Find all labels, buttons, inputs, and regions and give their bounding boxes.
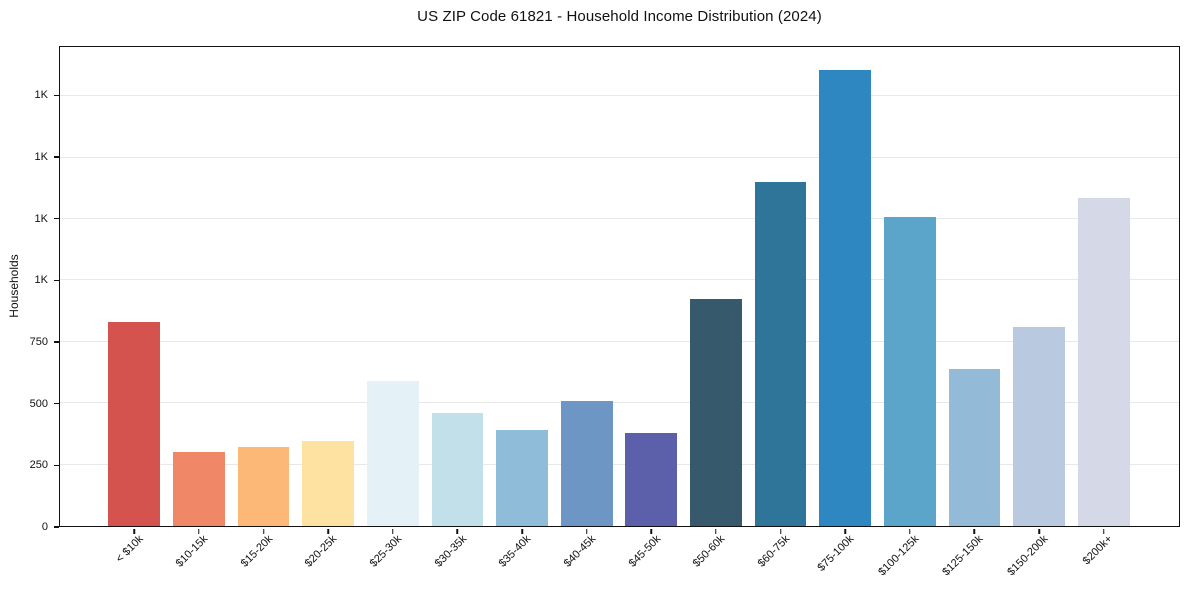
- y-tick-label: 0: [41, 521, 48, 533]
- x-tick-label: $45-50k: [626, 533, 663, 570]
- y-tick-label: 1K: [34, 274, 48, 287]
- x-tick-mark: [392, 528, 394, 534]
- bar-$45-50k: [625, 432, 678, 526]
- bar-slot-< $10k: < $10k: [102, 47, 167, 565]
- bar-$25-30k: [366, 381, 419, 526]
- bar-slot-$25-30k: $25-30k: [361, 47, 426, 570]
- bar-slot-$10-15k: $10-15k: [167, 47, 232, 570]
- y-tick-label: 1K: [34, 212, 48, 225]
- bar-$40-45k: [560, 400, 613, 526]
- bar-$15-20k: [237, 447, 290, 526]
- y-tick-mark: [53, 156, 59, 158]
- bar-slot-$50-60k: $50-60k: [684, 47, 749, 570]
- gridline-1500: [60, 156, 1179, 158]
- x-tick-mark: [650, 528, 653, 534]
- bar-$125-150k: [948, 368, 1001, 526]
- gridline-250: [60, 463, 1179, 465]
- bar-slot-$75-100k: $75-100k: [813, 47, 878, 574]
- x-tick-label: $35-40k: [496, 533, 534, 570]
- chart-title: US ZIP Code 61821 - Household Income Dis…: [417, 8, 822, 25]
- bar-slot-$100-125k: $100-125k: [876, 47, 943, 578]
- bar-slot-$20-25k: $20-25k: [296, 47, 361, 570]
- bar-< $10k: [108, 322, 161, 526]
- y-tick-mark: [53, 464, 59, 467]
- bar-slot-$40-45k: $40-45k: [554, 47, 619, 570]
- y-tick-mark: [53, 402, 59, 405]
- x-tick-mark: [844, 528, 846, 534]
- y-tick-mark: [53, 217, 59, 220]
- bar-slot-$60-75k: $60-75k: [748, 47, 813, 570]
- bar-$50-60k: [690, 298, 742, 526]
- bar-slot-$200k+: $200k+: [1071, 47, 1136, 567]
- x-tick-label: $25-30k: [367, 533, 405, 570]
- y-axis: 0 250 500 750 1K 1K 1K 1K: [0, 46, 59, 533]
- bar-slot-$45-50k: $45-50k: [619, 47, 684, 570]
- x-tick-label: $200k+: [1080, 533, 1116, 568]
- x-tick-label: $50-60k: [690, 533, 728, 570]
- bar-slot-$150-200k: $150-200k: [1005, 47, 1072, 578]
- x-tick-label: $10-15k: [173, 533, 211, 570]
- bar-$150-200k: [1013, 327, 1065, 526]
- x-tick-mark: [973, 528, 976, 534]
- x-tick-label: $40-45k: [561, 533, 599, 570]
- x-tick-label: $150-200k: [1005, 533, 1051, 579]
- x-tick-mark: [1102, 528, 1105, 534]
- x-tick-label: $75-100k: [815, 533, 857, 574]
- x-tick-mark: [1038, 528, 1040, 534]
- x-tick-label: $15-20k: [238, 533, 276, 570]
- x-tick-mark: [521, 528, 523, 534]
- x-tick-mark: [909, 528, 911, 534]
- x-tick-mark: [133, 528, 136, 534]
- gridline-750: [60, 340, 1179, 342]
- gridline-1250: [60, 217, 1179, 219]
- plot-area: < $10k $10-15k $15-20k $20-25k $25-30k $30-35…: [59, 46, 1180, 578]
- y-tick-label: 750: [29, 336, 48, 348]
- bar-$200k+: [1077, 198, 1130, 526]
- bar-$30-35k: [431, 413, 484, 526]
- bars-row: < $10k $10-15k $15-20k $20-25k $25-30k $30-35…: [102, 47, 1136, 578]
- bar-$20-25k: [302, 441, 355, 526]
- y-tick-label: 1K: [34, 151, 48, 163]
- bar-$100-125k: [883, 216, 936, 526]
- x-tick-mark: [715, 528, 717, 534]
- x-tick-label: < $10k: [113, 533, 146, 566]
- x-tick-mark: [262, 528, 265, 534]
- bar-$75-100k: [819, 70, 872, 526]
- x-tick-label: $20-25k: [303, 533, 340, 570]
- x-tick-label: $125-150k: [940, 533, 986, 579]
- gridline-1000: [60, 279, 1179, 281]
- y-tick-mark: [53, 341, 59, 343]
- x-tick-mark: [779, 528, 782, 534]
- y-tick-label: 1K: [34, 89, 48, 102]
- x-tick-label: $100-125k: [876, 533, 922, 579]
- x-tick-label: $60-75k: [755, 533, 793, 570]
- x-tick-mark: [585, 528, 588, 534]
- x-tick-mark: [198, 528, 200, 534]
- bar-slot-$30-35k: $30-35k: [425, 47, 490, 570]
- bar-slot-$35-40k: $35-40k: [490, 47, 555, 570]
- y-tick-label: 500: [29, 397, 48, 410]
- bar-$60-75k: [754, 182, 807, 526]
- y-tick-mark: [53, 526, 59, 528]
- y-tick-mark: [53, 94, 59, 97]
- y-tick-mark: [53, 279, 59, 282]
- x-tick-mark: [456, 528, 459, 534]
- y-tick-label: 250: [29, 459, 48, 472]
- gridline-500: [60, 402, 1179, 404]
- bar-$10-15k: [173, 452, 225, 526]
- bar-$35-40k: [496, 430, 548, 526]
- bar-slot-$125-150k: $125-150k: [941, 47, 1007, 578]
- gridline-1750: [60, 95, 1179, 97]
- bar-slot-$15-20k: $15-20k: [231, 47, 296, 570]
- x-tick-label: $30-35k: [432, 533, 469, 570]
- x-tick-mark: [327, 528, 329, 534]
